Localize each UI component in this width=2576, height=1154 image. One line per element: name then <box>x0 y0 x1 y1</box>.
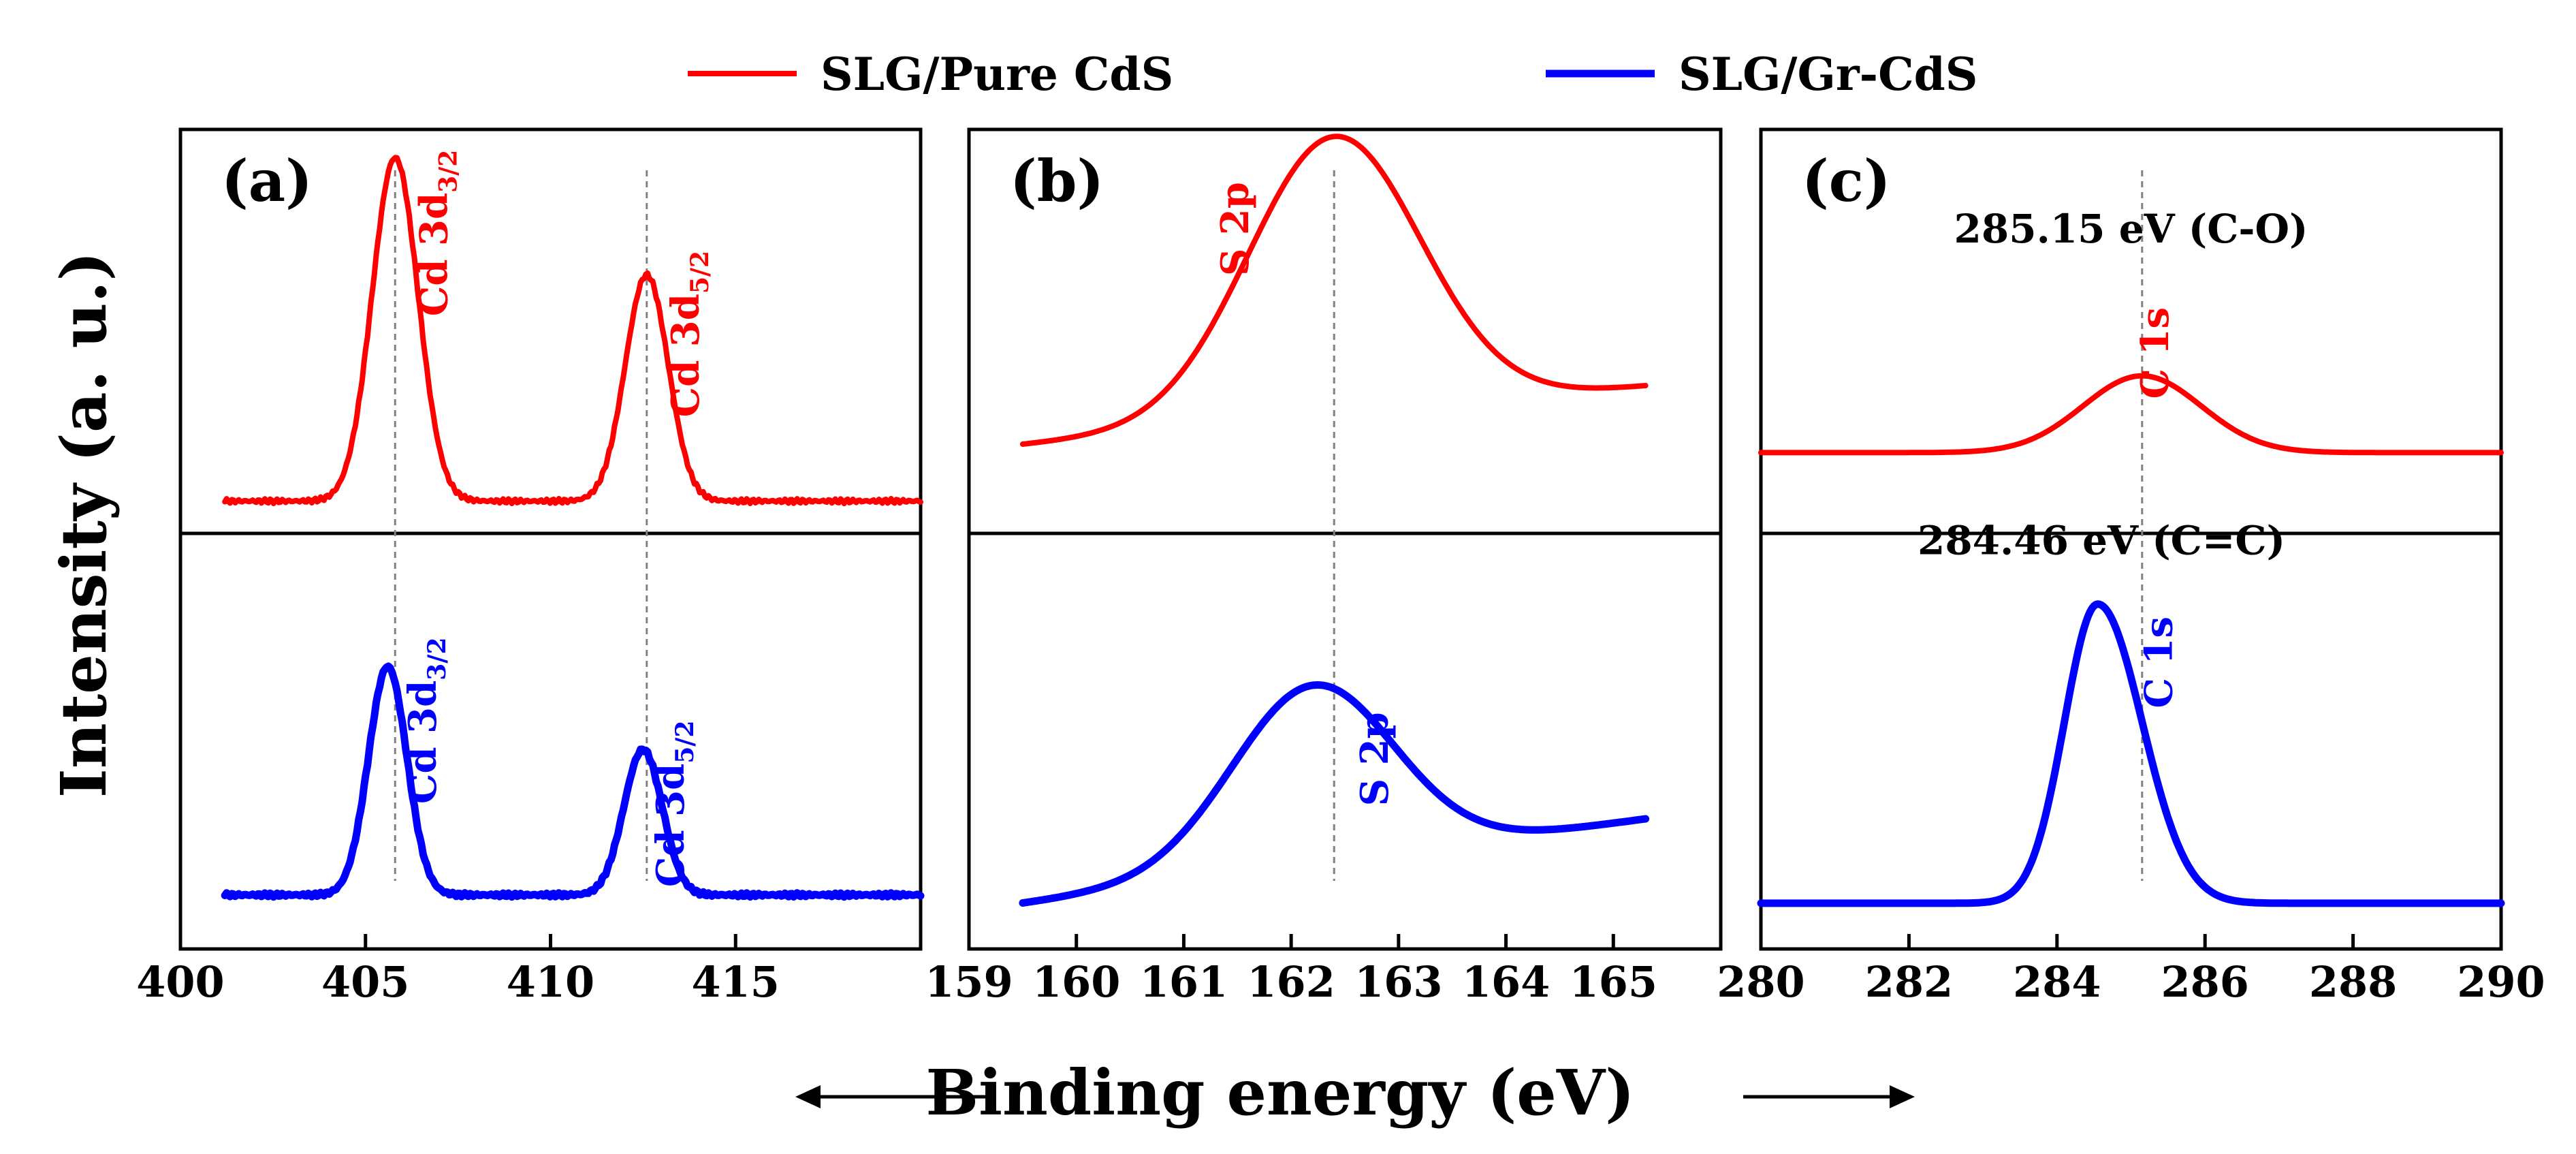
x-tick-label: 159 <box>925 957 1013 1007</box>
series-line-a-pure-cds <box>222 155 923 507</box>
peak-annotation: C 1s <box>2133 307 2178 399</box>
series-line-b-pure-cds <box>1019 134 1649 447</box>
peak-annotation: Cd 3d5/2 <box>648 721 699 888</box>
peak-annotation-base: C 1s <box>2133 307 2178 399</box>
peak-annotation: Cd 3d3/2 <box>400 638 451 805</box>
series-line-c-gr-cds <box>1757 600 2505 907</box>
left-arrowhead <box>795 1085 821 1108</box>
panel-label-b: (b) <box>1010 147 1104 215</box>
panel-c: (c) 280 282 284 286 288 290 C 1s 285.15 eV (C-O)… <box>1717 127 2545 1007</box>
x-tick-label: 162 <box>1247 957 1335 1007</box>
peak-annotation-subscript: 3/2 <box>434 150 462 193</box>
x-axis-title-group: Binding energy (eV) <box>795 1056 1915 1129</box>
peak-annotation-base: Cd 3d <box>400 681 445 804</box>
series-line-c-pure-cds <box>1758 373 2504 456</box>
peak-annotation-subscript: 3/2 <box>423 638 451 681</box>
legend-label-pure-cds: SLG/Pure CdS <box>821 48 1173 101</box>
x-tick-label: 160 <box>1032 957 1120 1007</box>
panel-frame-c <box>1759 127 2503 951</box>
peak-annotation-base: S 2p <box>1213 182 1258 276</box>
peak-annotation: Cd 3d5/2 <box>663 251 714 418</box>
peak-annotation: S 2p <box>1352 712 1397 806</box>
peak-annotation: S 2p <box>1213 182 1258 276</box>
x-tick-label: 282 <box>1865 957 1953 1007</box>
legend-label-gr-cds: SLG/Gr-CdS <box>1679 48 1977 101</box>
panel-frame-a <box>178 127 923 951</box>
x-tick-label: 410 <box>507 957 594 1007</box>
peak-annotation-base: Cd 3d <box>663 294 708 417</box>
x-tick-label: 415 <box>692 957 780 1007</box>
x-tick-label: 165 <box>1570 957 1657 1007</box>
x-tick-label: 163 <box>1354 957 1442 1007</box>
peak-annotation-subscript: 5/2 <box>671 721 699 764</box>
series-line-a-gr-cds <box>221 662 925 901</box>
right-arrowhead <box>1890 1085 1915 1108</box>
x-tick-label: 290 <box>2457 957 2545 1007</box>
x-tick-label: 161 <box>1140 957 1228 1007</box>
x-tick-label: 284 <box>2013 957 2101 1007</box>
x-tick-label: 280 <box>1717 957 1804 1007</box>
panel-b: (b) 159 160 161 162 163 164 165 S 2p S 2p <box>925 127 1723 1007</box>
peak-annotation-subscript: 5/2 <box>686 251 714 294</box>
x-tick-label: 405 <box>321 957 409 1007</box>
peak-annotation-base: Cd 3d <box>648 764 693 887</box>
legend: SLG/Pure CdS SLG/Gr-CdS <box>688 48 1977 101</box>
x-tick-label: 400 <box>136 957 224 1007</box>
peak-annotation-base: Cd 3d <box>411 193 456 316</box>
series-line-b-gr-cds <box>1019 681 1650 907</box>
panel-frame-b <box>967 127 1723 951</box>
peak-energy-label: 285.15 eV (C-O) <box>1954 206 2308 252</box>
peak-energy-label: 284.46 eV (C=C) <box>1918 518 2285 564</box>
peak-annotation-base: C 1s <box>2136 617 2181 708</box>
y-axis-label: Intensity (a. u.) <box>47 251 121 798</box>
peak-annotation-base: S 2p <box>1352 712 1397 806</box>
x-tick-label: 288 <box>2309 957 2397 1007</box>
x-tick-label: 164 <box>1462 957 1550 1007</box>
x-tick-label: 286 <box>2161 957 2248 1007</box>
peak-annotation: Cd 3d3/2 <box>411 150 462 317</box>
peak-annotation: C 1s <box>2136 617 2181 708</box>
panel-label-a: (a) <box>221 147 313 215</box>
panel-label-c: (c) <box>1802 147 1891 215</box>
x-axis-label: Binding energy (eV) <box>925 1056 1634 1129</box>
